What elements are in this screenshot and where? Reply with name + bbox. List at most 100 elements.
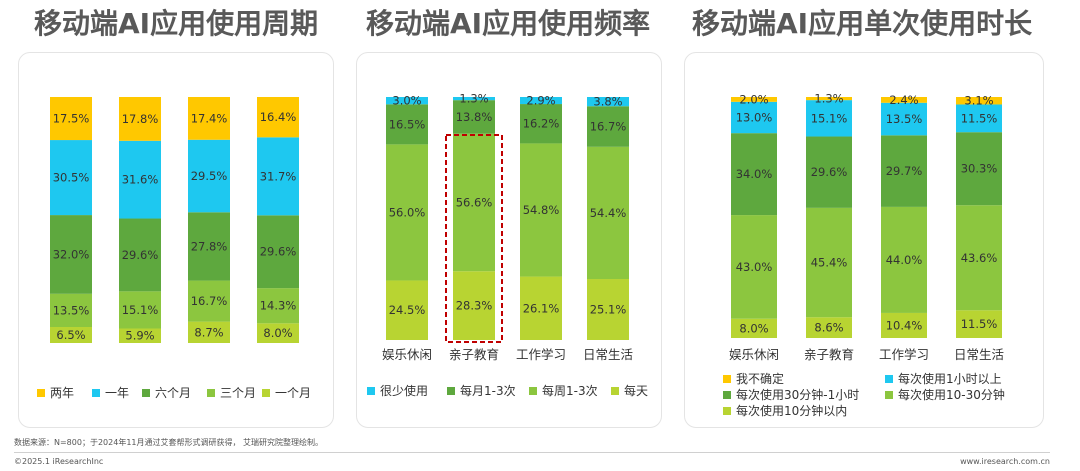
data-label-3-2-2: 45.4% xyxy=(811,256,848,270)
bar-segment-1-3-4 xyxy=(188,139,230,213)
category-label-3-1: 娱乐休闲 xyxy=(729,347,779,362)
category-label-2-2: 亲子教育 xyxy=(449,347,499,362)
data-label-1-3-2: 16.7% xyxy=(191,294,228,308)
legend-label: 三个月 xyxy=(220,386,257,400)
data-label-1-4-3: 29.6% xyxy=(260,245,297,259)
legend-label: 每次使用1小时以上 xyxy=(898,372,1002,386)
category-label-3-4: 日常生活 xyxy=(954,347,1004,362)
bar-segment-1-2-5 xyxy=(119,97,161,141)
data-label-1-1-2: 13.5% xyxy=(53,303,90,317)
legend-label: 六个月 xyxy=(155,386,192,400)
bar-segment-2-4-3 xyxy=(587,106,629,147)
bar-segment-2-2-1 xyxy=(453,271,495,340)
bar-segment-1-4-4 xyxy=(257,137,299,216)
data-label-3-4-4: 11.5% xyxy=(961,111,998,125)
bar-segment-2-4-2 xyxy=(587,146,629,279)
legend-item-1-4: 三个月 xyxy=(207,385,256,401)
data-label-2-2-4: 1.3% xyxy=(459,92,488,106)
legend-label: 我不确定 xyxy=(736,372,785,386)
legend-item-2-1: 很少使用 xyxy=(367,383,428,399)
bar-segment-2-2-4 xyxy=(453,97,495,101)
data-label-1-1-3: 32.0% xyxy=(53,247,90,261)
data-label-1-4-2: 14.3% xyxy=(260,299,297,313)
bar-segment-2-2-3 xyxy=(453,100,495,134)
data-label-3-3-4: 13.5% xyxy=(886,112,923,126)
legend-swatch xyxy=(611,387,619,395)
data-label-2-2-3: 13.8% xyxy=(456,110,493,124)
bar-segment-3-2-1 xyxy=(806,317,852,338)
data-label-2-3-3: 16.2% xyxy=(523,117,560,131)
bar-segment-1-4-1 xyxy=(257,323,299,343)
bar-segment-1-1-4 xyxy=(50,140,92,216)
legend-label: 一个月 xyxy=(275,386,312,400)
category-label-3-2: 亲子教育 xyxy=(804,347,854,362)
data-label-1-3-4: 29.5% xyxy=(191,169,228,183)
data-label-3-3-3: 29.7% xyxy=(886,164,923,178)
bar-segment-1-3-5 xyxy=(188,97,230,140)
website-link: www.iresearch.com.cn xyxy=(960,457,1050,466)
bar-segment-1-4-2 xyxy=(257,288,299,324)
data-label-1-2-2: 15.1% xyxy=(122,303,159,317)
data-label-3-2-3: 29.6% xyxy=(811,165,848,179)
data-label-1-4-5: 16.4% xyxy=(260,110,297,124)
data-label-2-4-2: 54.4% xyxy=(590,206,627,220)
chart-panel-session-duration: 8.0% 43.0% 34.0% 13.0% 2.0% 娱乐休闲 8.6% 45.4% 29.6… xyxy=(684,52,1044,428)
bar-segment-3-1-2 xyxy=(731,215,777,319)
legend-item-3-4: 每次使用10-30分钟 xyxy=(885,387,1005,403)
legend-item-3-5: 每次使用10分钟以内 xyxy=(723,403,847,419)
data-label-1-2-4: 31.6% xyxy=(122,173,159,187)
bar-segment-2-4-4 xyxy=(587,97,629,107)
legend-item-1-5: 一个月 xyxy=(262,385,311,401)
legend-item-2-4: 每天 xyxy=(611,383,648,399)
data-label-3-1-1: 8.0% xyxy=(739,321,768,335)
data-label-1-1-1: 6.5% xyxy=(56,328,85,342)
bar-segment-2-1-2 xyxy=(386,144,428,281)
legend-item-2-2: 每月1-3次 xyxy=(447,383,516,399)
chart-2-title: 移动端AI应用使用频率 xyxy=(366,7,651,40)
bar-segment-3-1-1 xyxy=(731,318,777,338)
data-label-3-2-1: 8.6% xyxy=(814,321,843,335)
footer-divider xyxy=(14,452,1050,453)
bar-segment-3-1-4 xyxy=(731,101,777,134)
data-label-1-2-1: 5.9% xyxy=(125,329,154,343)
category-label-2-3: 工作学习 xyxy=(516,347,566,362)
bar-segment-3-3-5 xyxy=(881,97,927,103)
data-label-2-2-2: 56.6% xyxy=(456,195,493,209)
bar-segment-1-2-3 xyxy=(119,218,161,292)
bar-segment-3-3-1 xyxy=(881,312,927,338)
legend-item-3-2: 每次使用1小时以上 xyxy=(885,371,1002,387)
bar-segment-3-3-4 xyxy=(881,102,927,136)
bar-segment-1-3-3 xyxy=(188,212,230,281)
bar-segment-1-3-2 xyxy=(188,280,230,322)
legend-swatch xyxy=(207,389,215,397)
bar-segment-3-2-2 xyxy=(806,207,852,318)
bar-segment-3-2-4 xyxy=(806,100,852,137)
legend-item-1-2: 一年 xyxy=(92,385,129,401)
legend-label: 很少使用 xyxy=(380,384,429,398)
data-label-3-3-5: 2.4% xyxy=(889,93,918,107)
chart-3-plot: 8.0% 43.0% 34.0% 13.0% 2.0% 娱乐休闲 8.6% 45.4% 29.6… xyxy=(729,92,1004,362)
legend-item-3-3: 每次使用30分钟-1小时 xyxy=(723,387,859,403)
chart-panel-usage-frequency: 24.5% 56.0% 16.5% 3.0% 娱乐休闲 28.3% 56.6% 13.8% 1.… xyxy=(356,52,662,428)
legend-swatch xyxy=(723,407,731,415)
bar-segment-1-1-2 xyxy=(50,293,92,328)
data-label-1-1-5: 17.5% xyxy=(53,112,90,126)
data-label-2-1-2: 56.0% xyxy=(389,205,426,219)
data-label-3-1-4: 13.0% xyxy=(736,110,773,124)
legend-swatch xyxy=(885,375,893,383)
chart-1-plot: 6.5% 13.5% 32.0% 30.5% 17.5% 5.9% 15.1% 29.6% 31… xyxy=(50,97,299,343)
bar-segment-1-1-3 xyxy=(50,215,92,294)
legend-label: 每次使用10-30分钟 xyxy=(898,388,1005,402)
bar-segment-3-4-3 xyxy=(956,132,1002,206)
data-label-1-4-4: 31.7% xyxy=(260,169,297,183)
bar-segment-2-4-1 xyxy=(587,279,629,340)
legend-swatch xyxy=(723,375,731,383)
data-label-3-4-5: 3.1% xyxy=(964,94,993,108)
data-label-2-2-1: 28.3% xyxy=(456,299,493,313)
legend-swatch xyxy=(447,387,455,395)
data-label-2-1-3: 16.5% xyxy=(389,117,426,131)
data-label-3-1-5: 2.0% xyxy=(739,92,768,106)
data-label-2-3-2: 54.8% xyxy=(523,203,560,217)
legend-swatch xyxy=(142,389,150,397)
bar-segment-1-4-3 xyxy=(257,215,299,289)
